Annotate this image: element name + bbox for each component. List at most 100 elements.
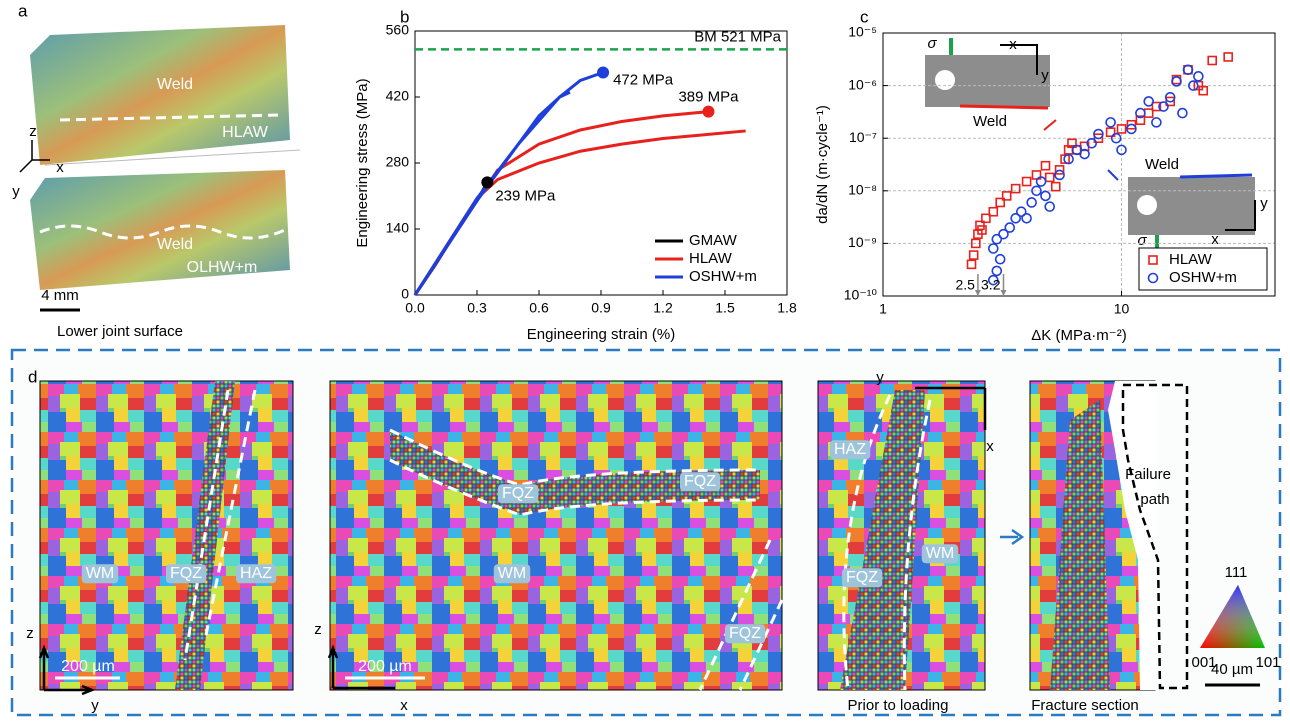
data-point: [1152, 118, 1161, 127]
annotation: 200 µm: [358, 658, 412, 675]
annotation: x: [400, 697, 408, 714]
y-tick-label: 280: [386, 154, 410, 170]
point-marker: [702, 106, 714, 118]
threshold-arrow: [1000, 290, 1006, 296]
data-point: [1045, 202, 1054, 211]
legend-label: OSHW+m: [689, 268, 757, 285]
insets: [925, 38, 1255, 248]
annotation: y: [91, 697, 99, 714]
y-axis-label: Engineering stress (MPa): [354, 78, 371, 247]
data-point: [1027, 198, 1036, 207]
data-point: [1055, 170, 1064, 179]
annotation: z: [26, 625, 34, 642]
annotation: WM: [926, 545, 954, 562]
annotation: Lower joint surface: [57, 323, 183, 340]
point-label: 239 MPa: [495, 187, 556, 204]
y-axis-label: da/dN (m·cycle⁻¹): [814, 105, 831, 224]
ebsd-map: [330, 381, 782, 690]
data-point: [1106, 118, 1115, 127]
data-point: [1023, 178, 1031, 186]
panel-label: d: [28, 367, 37, 386]
data-point: [1178, 109, 1187, 118]
x-tick-label: 0.3: [467, 300, 487, 316]
pointer: [1108, 170, 1118, 180]
surface-images: [20, 25, 320, 310]
y-tick-label: 560: [386, 22, 410, 38]
annotation: HAZ: [834, 441, 866, 458]
annotation: 111: [1225, 564, 1248, 581]
figure: a Weld HLAW z x y Weld OLHW+m 4 mm Lower joint su…: [0, 0, 1290, 721]
annotation: FQZ: [846, 569, 878, 586]
legend-label: HLAW: [1169, 251, 1213, 268]
pointer: [1044, 120, 1056, 130]
annotation: FQZ: [170, 565, 202, 582]
data-point: [992, 266, 1001, 275]
x-tick-label: 0.9: [591, 300, 611, 316]
x-tick-label: 1.8: [777, 300, 797, 316]
x-tick-label: 1.2: [653, 300, 673, 316]
data-point: [996, 255, 1005, 264]
data-point: [1194, 72, 1203, 81]
point-marker: [481, 176, 493, 188]
weld-line: [1180, 175, 1252, 177]
legend-label: OSHW+m: [1169, 269, 1237, 286]
x-axis-label: Engineering strain (%): [527, 326, 675, 343]
annotation: 200 µm: [61, 658, 115, 675]
annotation: y: [12, 183, 20, 200]
point-marker: [597, 66, 609, 78]
y-tick-label: 10⁻¹⁰: [844, 287, 878, 303]
y-tick-label: 140: [386, 220, 410, 236]
annotation: Weld: [157, 76, 193, 93]
hlaw-surface: [30, 25, 290, 165]
data-point: [1224, 53, 1232, 61]
annotation: Prior to loading: [848, 697, 949, 714]
annotation: x: [1009, 36, 1017, 53]
data-point: [968, 260, 976, 268]
data-point: [1005, 223, 1014, 232]
data-point: [970, 251, 978, 259]
annotation: z: [314, 621, 322, 638]
data-point: [1052, 183, 1060, 191]
annotation: Failure: [1125, 466, 1171, 483]
panel-label: a: [18, 1, 28, 20]
y-tick-label: 10⁻⁹: [848, 234, 877, 250]
hole: [1137, 195, 1157, 215]
data-point: [1184, 65, 1193, 74]
y-tick-label: 10⁻⁶: [848, 76, 877, 92]
x-tick-label: 0.6: [529, 300, 549, 316]
y-tick-label: 0: [401, 286, 409, 302]
panel-d: [12, 350, 1280, 715]
data-point: [1144, 97, 1153, 106]
annotation: OLHW+m: [187, 259, 258, 276]
point-label: 389 MPa: [678, 89, 739, 106]
annotation: z: [29, 123, 37, 140]
annotation: 40 µm: [1211, 661, 1253, 678]
x-tick-label: 0.0: [405, 300, 425, 316]
annotation: Weld: [1145, 156, 1179, 173]
annotation: HLAW: [222, 124, 269, 141]
x-tick-label: 1.5: [715, 300, 735, 316]
data-point: [1041, 162, 1049, 170]
y-tick-label: 10⁻⁵: [848, 24, 877, 40]
annotation: x: [986, 438, 994, 455]
annotation: 4 mm: [41, 287, 79, 304]
data-point: [1145, 109, 1153, 117]
x-axis-label: ΔK (MPa·m⁻²): [1031, 327, 1126, 344]
annotation: x: [1211, 231, 1219, 248]
x-tick-label: 1: [879, 301, 887, 317]
series-line: [415, 72, 603, 295]
annotation: σ: [927, 35, 937, 52]
annotation: σ: [1137, 232, 1147, 249]
data-point: [1012, 185, 1020, 193]
reference-label: BM 521 MPa: [694, 28, 781, 45]
y-tick-label: 10⁻⁷: [849, 129, 877, 145]
legend-label: GMAW: [689, 232, 738, 249]
ebsd-map: [40, 381, 293, 690]
axis-arrow: [20, 160, 32, 172]
annotation: 101: [1255, 654, 1280, 671]
data-point: [1022, 214, 1031, 223]
y-tick-label: 420: [386, 88, 410, 104]
threshold-label: 3.2: [981, 277, 1001, 293]
hole: [935, 70, 955, 90]
legend-label: HLAW: [689, 250, 733, 267]
